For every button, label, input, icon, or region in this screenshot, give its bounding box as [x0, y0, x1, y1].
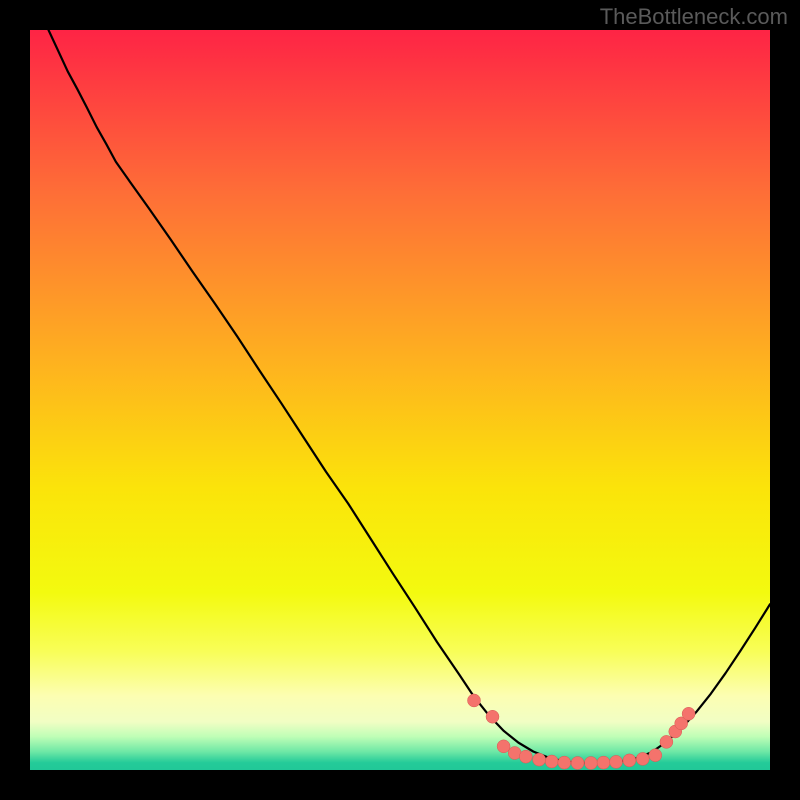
marker-point	[519, 750, 532, 763]
marker-point	[545, 755, 558, 768]
marker-point	[558, 756, 571, 769]
marker-point	[682, 707, 695, 720]
marker-point	[649, 749, 662, 762]
marker-point	[660, 735, 673, 748]
marker-point	[610, 755, 623, 768]
marker-point	[623, 754, 636, 767]
marker-point	[497, 740, 510, 753]
marker-point	[571, 756, 584, 769]
marker-point	[584, 756, 597, 769]
curve-overlay	[30, 30, 770, 770]
watermark-text: TheBottleneck.com	[600, 4, 788, 30]
marker-point	[468, 694, 481, 707]
marker-point	[597, 756, 610, 769]
marker-point	[486, 710, 499, 723]
bottleneck-curve	[49, 30, 771, 763]
chart-container: TheBottleneck.com	[0, 0, 800, 800]
marker-point	[636, 752, 649, 765]
marker-point	[533, 753, 546, 766]
curve-markers	[468, 694, 696, 770]
plot-area	[30, 30, 770, 770]
